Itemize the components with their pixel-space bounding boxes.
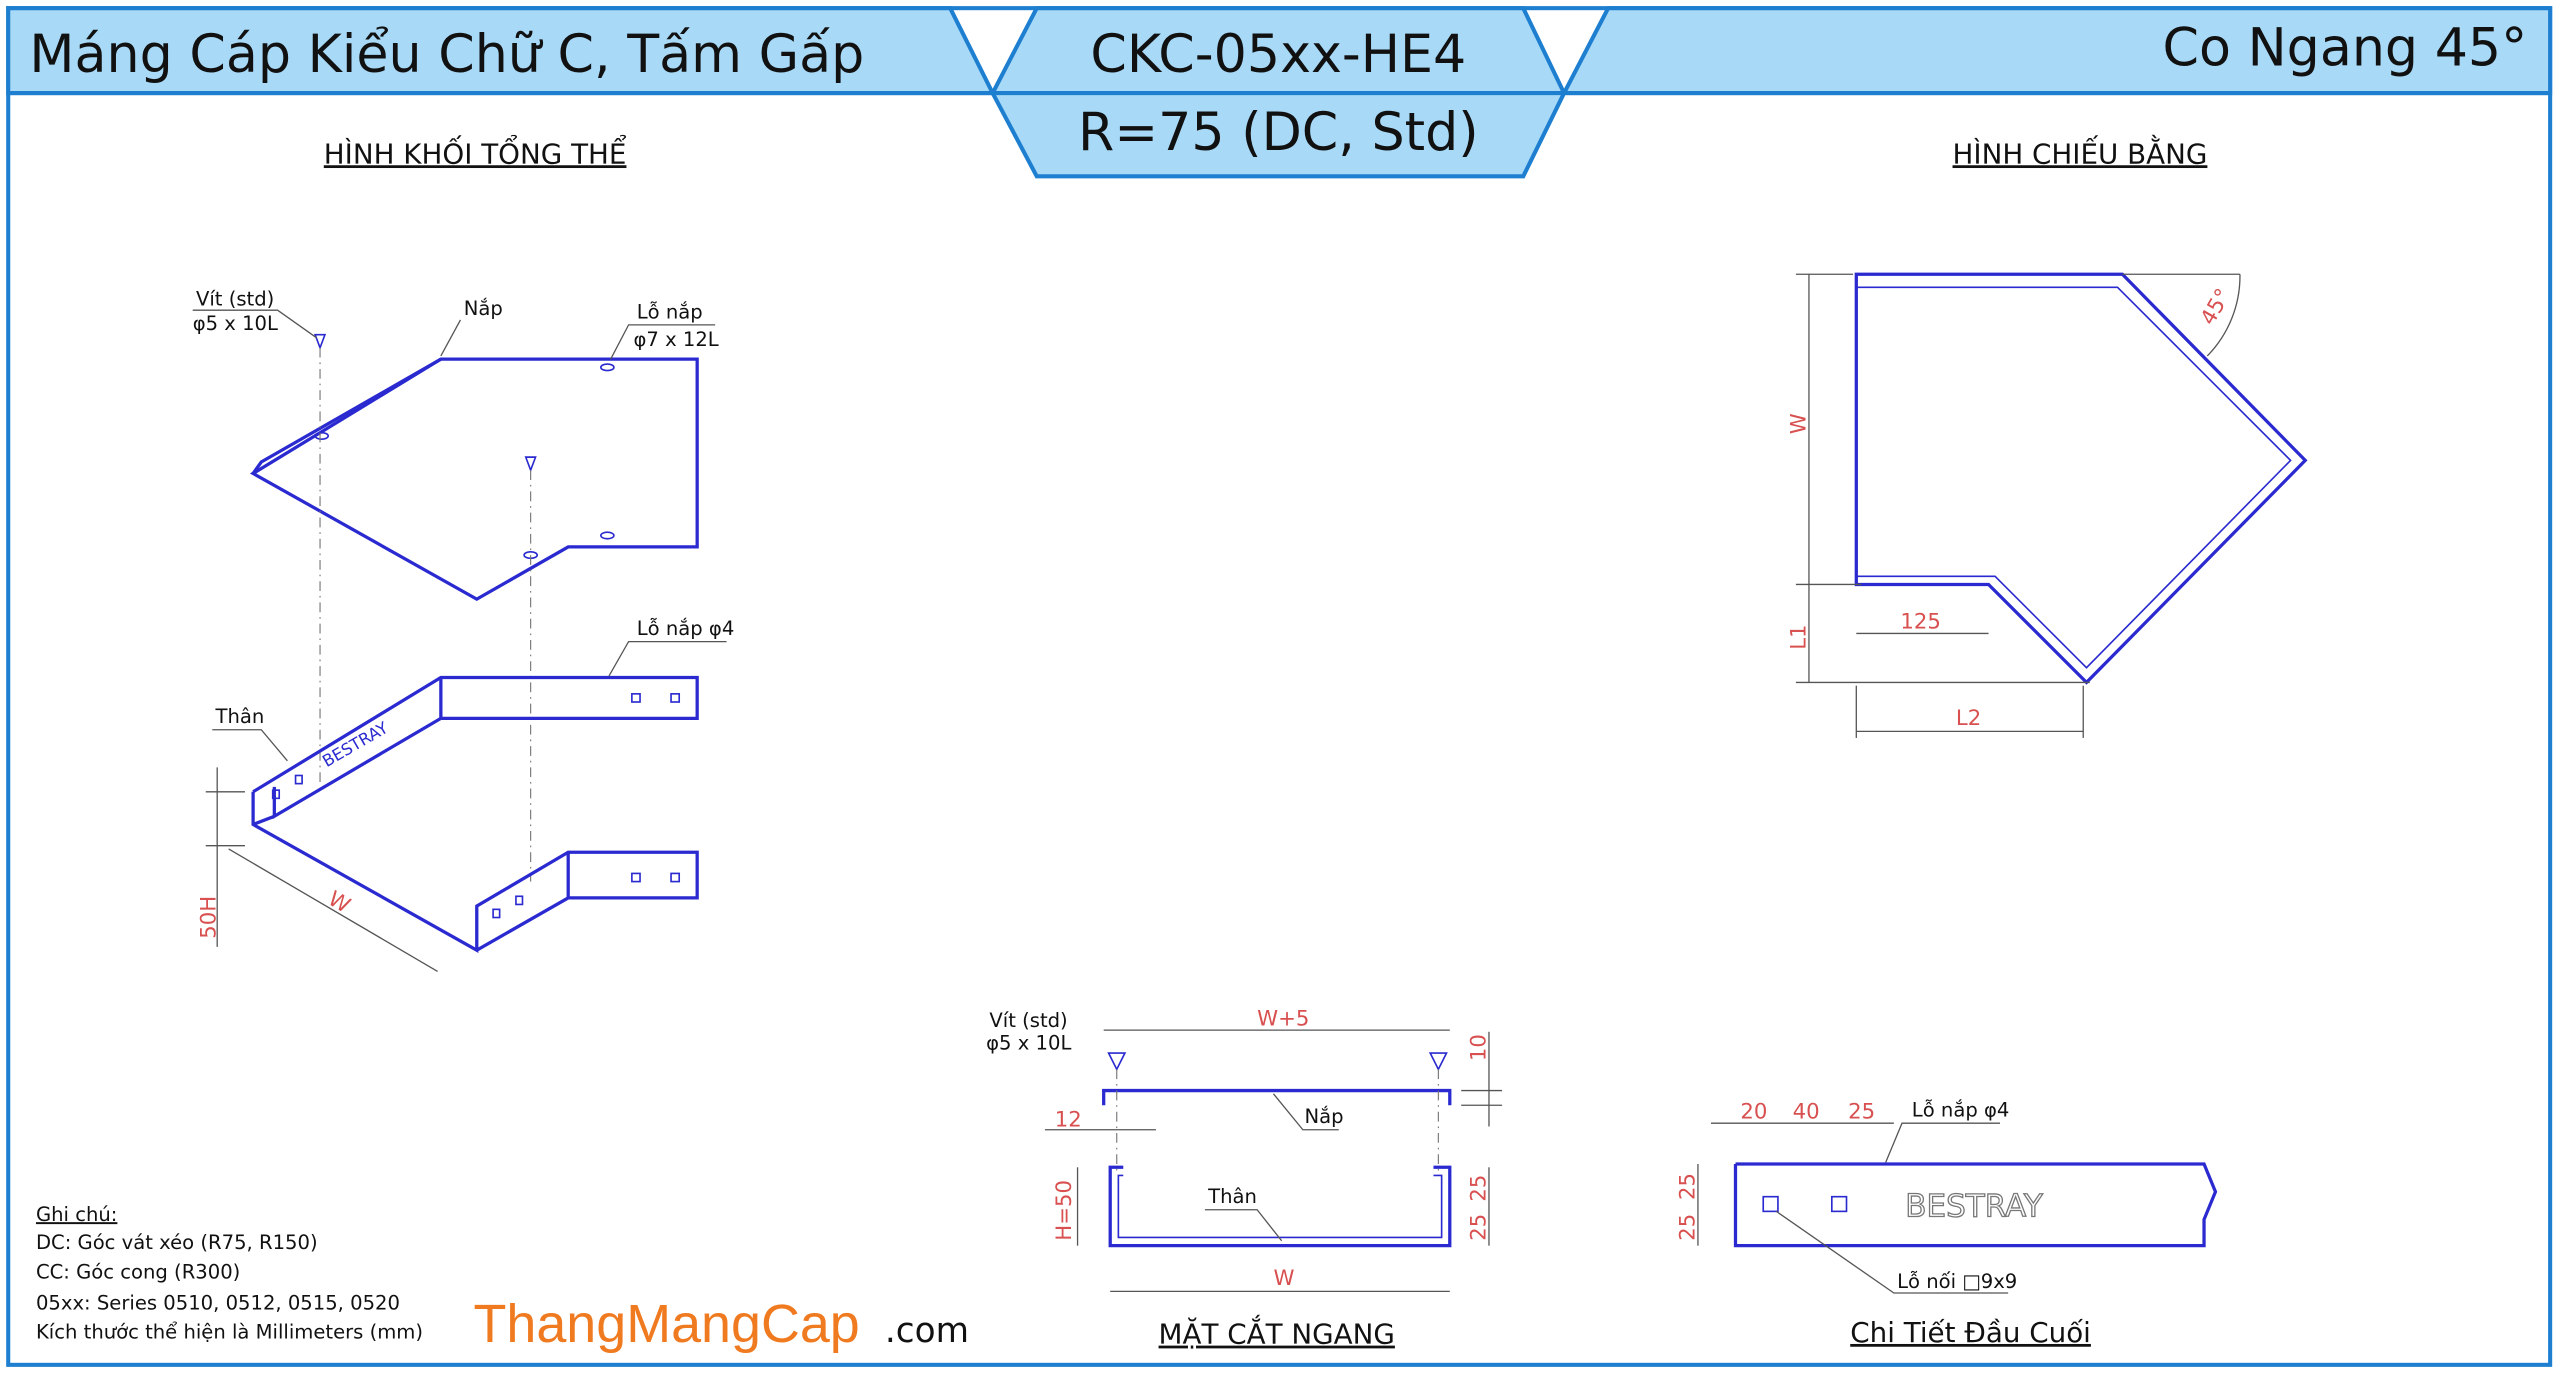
- label: Lỗ nắp: [637, 300, 703, 323]
- line-art: [1733, 1162, 2218, 1248]
- line-art: [1762, 1195, 1779, 1213]
- line-art: [631, 693, 641, 703]
- label: Thân: [215, 705, 265, 728]
- label: 40: [1793, 1099, 1820, 1124]
- label: φ7 x 12L: [633, 328, 718, 351]
- line-art: [271, 789, 281, 800]
- line-art: [2122, 273, 2241, 357]
- line-art: [6, 6, 2553, 1367]
- label: Vít (std): [989, 1009, 1067, 1032]
- label: 25: [1467, 1175, 1492, 1202]
- label: L1: [1787, 624, 1812, 649]
- label: 20: [1740, 1099, 1767, 1124]
- label: Vít (std): [196, 287, 274, 310]
- line-art: [212, 729, 288, 762]
- label: H=50: [1052, 1180, 1077, 1241]
- label: W: [1273, 1266, 1294, 1291]
- label: Lỗ nối □9x9: [1897, 1270, 2017, 1293]
- line-art: [1885, 1122, 2000, 1163]
- notes: Ghi chú: DC: Góc vát xéo (R75, R150) CC:…: [36, 1203, 423, 1344]
- line-art: [228, 848, 438, 972]
- label: MẶT CẮT NGANG: [1159, 1314, 1395, 1351]
- label: Lỗ nắp φ4: [1912, 1099, 2010, 1122]
- label: Kích thước thể hiện là Millimeters (mm): [36, 1321, 423, 1344]
- line-art: [314, 431, 330, 440]
- line-art: [608, 640, 727, 677]
- plan-view: W L1 125 L2 45°: [1787, 272, 2308, 738]
- line-art: [1830, 1195, 1848, 1213]
- line-art: [251, 357, 442, 475]
- label: BESTRAY: [1905, 1188, 2043, 1224]
- label: DC: Góc vát xéo (R75, R150): [36, 1231, 318, 1254]
- line-art: [1117, 1174, 1443, 1239]
- line-art: [600, 363, 615, 372]
- group: [271, 693, 681, 919]
- line-art: [492, 908, 501, 919]
- line-art: [252, 814, 275, 826]
- line-art: [1272, 1093, 1339, 1131]
- line-art: [1107, 1052, 1448, 1072]
- label: 25: [1467, 1214, 1492, 1241]
- label: 25: [1676, 1214, 1701, 1241]
- line-art: [192, 309, 318, 339]
- label: HÌNH KHỐI TỔNG THỂ: [324, 133, 627, 170]
- label: CKC-05xx-HE4: [1090, 25, 1466, 85]
- label: 50H: [197, 896, 222, 939]
- line-art: [631, 872, 641, 883]
- label: Nắp: [1304, 1105, 1343, 1128]
- label: Máng Cáp Kiểu Chữ C, Tấm Gấp: [29, 25, 864, 85]
- line-art: [313, 333, 537, 473]
- label: R=75 (DC, Std): [1078, 103, 1479, 163]
- label: W: [1787, 413, 1812, 434]
- line-art: [610, 324, 716, 360]
- line-art: [252, 675, 699, 820]
- line-art: [515, 895, 524, 906]
- line-art: [600, 531, 615, 540]
- line-art: [1775, 1210, 2009, 1294]
- label: 25: [1848, 1099, 1875, 1124]
- line-art: [251, 791, 699, 953]
- label: L2: [1956, 706, 1981, 731]
- label: W+5: [1257, 1006, 1309, 1031]
- label: 125: [1900, 610, 1941, 635]
- label: Lỗ nắp φ4: [637, 617, 735, 640]
- line-art: [1856, 286, 2292, 669]
- label: Chi Tiết Đầu Cuối: [1850, 1316, 2091, 1349]
- label: Nắp: [464, 297, 503, 320]
- section-view: W+5 Vít (std)φ5 x 10L 10 Nắp 12 H=50 Thâ…: [986, 1006, 1503, 1293]
- label: Co Ngang 45°: [2163, 18, 2528, 78]
- logo: ThangMangCap: [474, 1294, 860, 1354]
- label: Thân: [1207, 1185, 1257, 1208]
- label: 25: [1676, 1173, 1701, 1200]
- line-art: [294, 774, 303, 785]
- label: CC: Góc cong (R300): [36, 1260, 240, 1283]
- line-art: [1102, 1088, 1452, 1106]
- label: Ghi chú:: [36, 1203, 117, 1226]
- line-art: [1204, 1209, 1283, 1242]
- label: 10: [1467, 1034, 1492, 1061]
- label: 12: [1055, 1107, 1082, 1132]
- line-art: [670, 872, 681, 883]
- header: [6, 6, 2553, 179]
- detail-view: 20 40 25 Lỗ nắp φ4 25 25 BESTRAY Lỗ nối □9…: [1676, 1099, 2218, 1294]
- line-art: [440, 319, 462, 357]
- line-art: [670, 693, 681, 703]
- label: HÌNH CHIẾU BẰNG: [1953, 133, 2208, 170]
- label: φ5 x 10L: [193, 312, 278, 335]
- label: .com: [885, 1311, 969, 1351]
- label: φ5 x 10L: [986, 1032, 1071, 1055]
- label: W: [324, 886, 355, 918]
- line-art: [1108, 1165, 1452, 1248]
- label: 05xx: Series 0510, 0512, 0515, 0520: [36, 1291, 400, 1314]
